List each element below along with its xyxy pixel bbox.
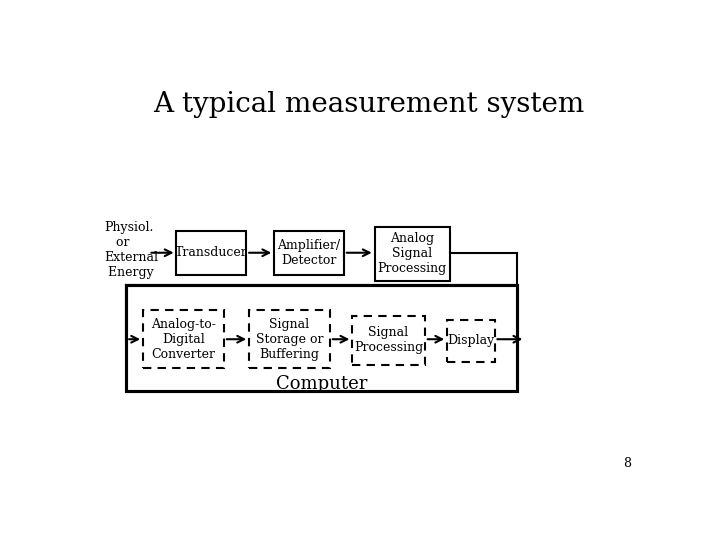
Text: 8: 8 bbox=[624, 457, 631, 470]
Bar bbox=[143, 310, 224, 368]
Bar bbox=[126, 285, 517, 391]
Bar bbox=[374, 227, 450, 281]
Text: Physiol.
   or
External
 Energy: Physiol. or External Energy bbox=[104, 221, 158, 279]
Text: Signal
Storage or
Buffering: Signal Storage or Buffering bbox=[256, 318, 323, 361]
Text: Signal
Processing: Signal Processing bbox=[354, 327, 423, 354]
Text: Amplifier/
Detector: Amplifier/ Detector bbox=[277, 239, 341, 267]
Text: Transducer: Transducer bbox=[175, 246, 248, 259]
Text: Analog-to-
Digital
Converter: Analog-to- Digital Converter bbox=[151, 318, 216, 361]
Bar bbox=[274, 231, 344, 275]
Bar bbox=[249, 310, 330, 368]
Bar bbox=[447, 320, 495, 362]
Text: Analog
Signal
Processing: Analog Signal Processing bbox=[377, 233, 447, 275]
Bar bbox=[352, 316, 425, 365]
Text: A typical measurement system: A typical measurement system bbox=[153, 91, 585, 118]
Text: Display: Display bbox=[447, 334, 495, 347]
Bar bbox=[176, 231, 246, 275]
Text: Computer: Computer bbox=[276, 375, 367, 393]
